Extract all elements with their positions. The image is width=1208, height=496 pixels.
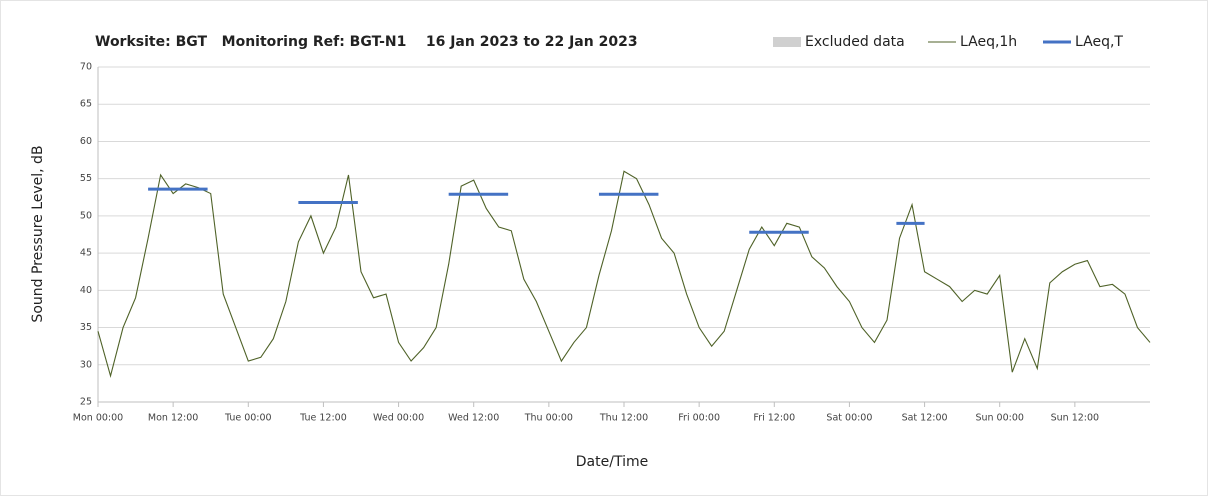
legend-label: LAeq,T	[1075, 34, 1123, 50]
x-tick-label: Mon 12:00	[148, 413, 198, 424]
y-tick-label: 65	[80, 99, 92, 110]
x-tick-label: Thu 12:00	[599, 413, 648, 424]
x-tick-label: Sun 12:00	[1051, 413, 1099, 424]
legend-label: LAeq,1h	[960, 34, 1017, 50]
x-tick-label: Sat 12:00	[902, 413, 948, 424]
legend-label: Excluded data	[805, 34, 905, 50]
line-series	[97, 170, 1151, 379]
x-tick-label: Fri 12:00	[753, 413, 795, 424]
y-tick-label: 60	[80, 136, 92, 147]
x-tick-label: Wed 00:00	[373, 413, 424, 424]
y-tick-label: 30	[80, 359, 92, 370]
x-tick-label: Tue 12:00	[299, 413, 347, 424]
x-axis-label: Date/Time	[576, 454, 648, 470]
x-tick-label: Sun 00:00	[975, 413, 1023, 424]
y-tick-label: 25	[80, 397, 92, 408]
y-tick-label: 45	[80, 248, 92, 259]
y-tick-label: 70	[80, 62, 92, 73]
x-tick-label: Tue 00:00	[224, 413, 272, 424]
legend-swatch	[773, 37, 801, 47]
y-axis-label: Sound Pressure Level, dB	[30, 145, 46, 322]
y-tick-label: 55	[80, 173, 92, 184]
y-tick-label: 50	[80, 210, 92, 221]
y-tick-label: 40	[80, 285, 92, 296]
x-tick-label: Wed 12:00	[448, 413, 499, 424]
chart-title: Worksite: BGT Monitoring Ref: BGT-N1 16 …	[95, 34, 638, 50]
y-tick-label: 35	[80, 322, 92, 333]
x-tick-label: Sat 00:00	[826, 413, 872, 424]
x-tick-label: Fri 00:00	[678, 413, 720, 424]
x-tick-label: Thu 00:00	[524, 413, 573, 424]
x-tick-label: Mon 00:00	[73, 413, 123, 424]
